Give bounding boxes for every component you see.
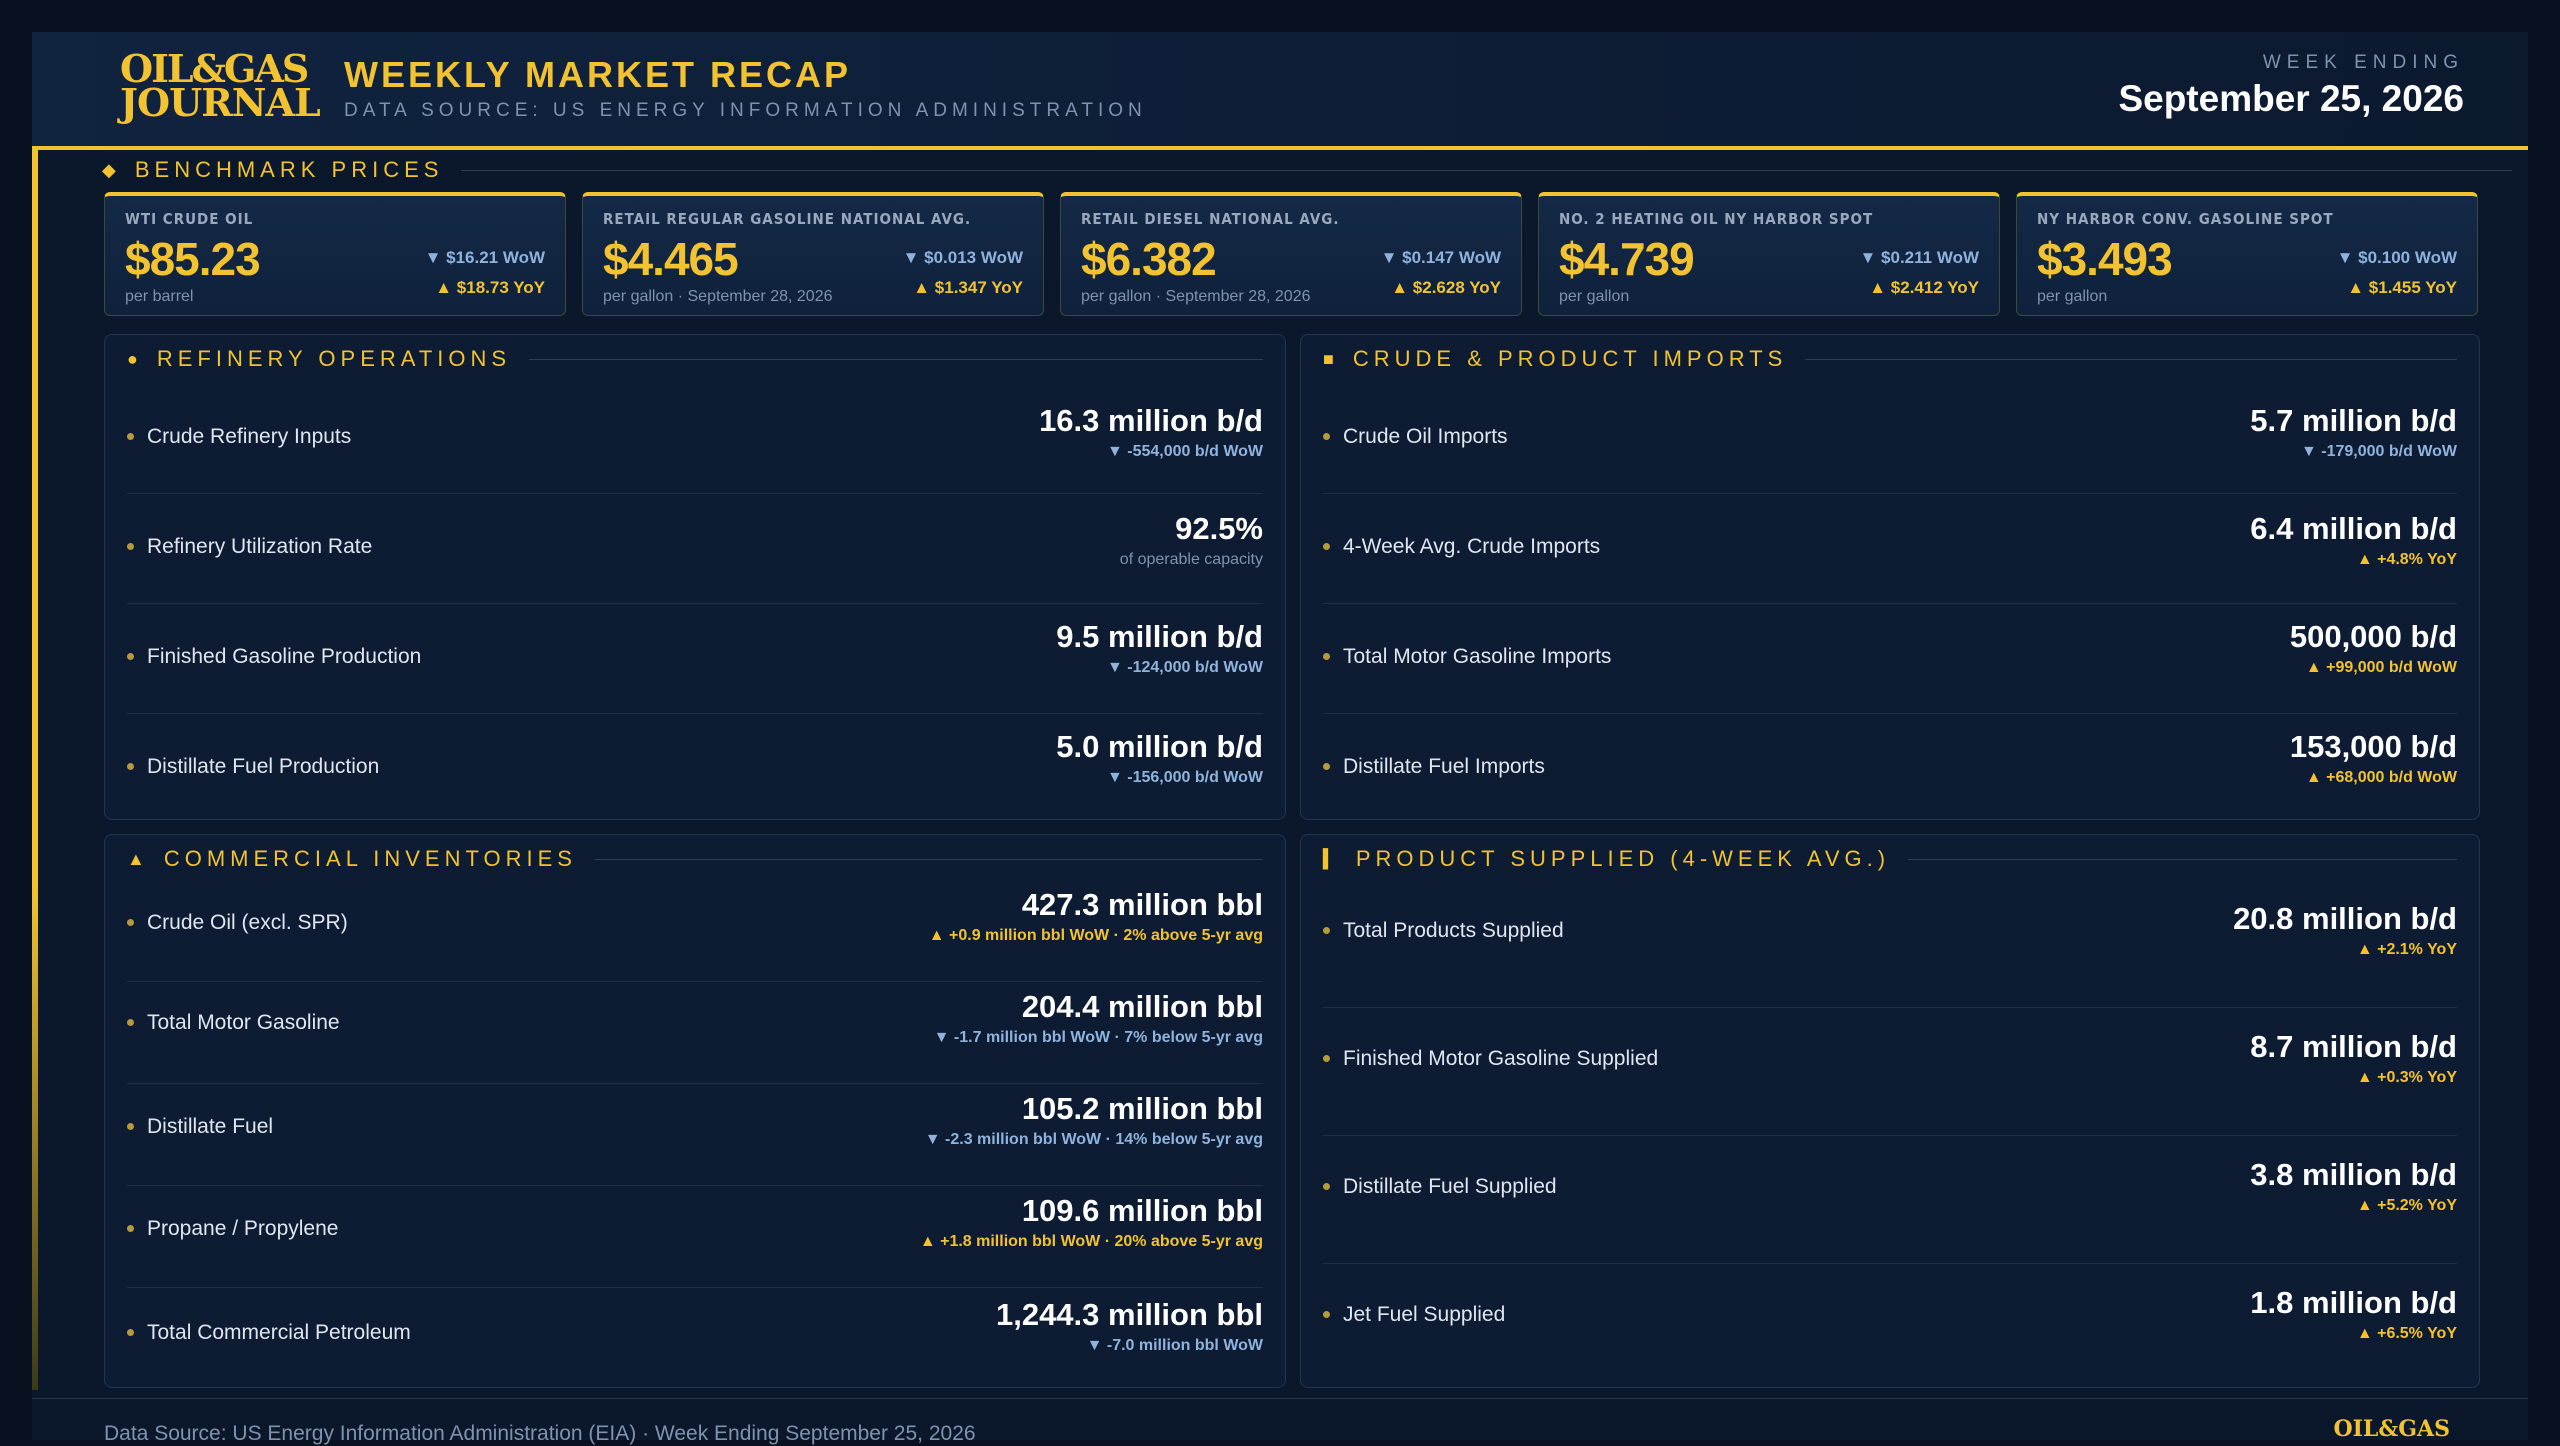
wow-change: ▼ $16.21 WoW [424, 248, 545, 267]
bar-icon: ▍ [1323, 848, 1342, 869]
list-item: Finished Motor Gasoline Supplied 8.7 mil… [1323, 1007, 2457, 1136]
divider [1805, 358, 2457, 360]
page-subtitle: DATA SOURCE: US ENERGY INFORMATION ADMIN… [344, 100, 1147, 121]
list-item: 4-Week Avg. Crude Imports 6.4 million b/… [1323, 493, 2457, 604]
list-item: Crude Oil Imports 5.7 million b/d ▼ -179… [1323, 385, 2457, 494]
divider [529, 358, 1263, 360]
header: OIL&GAS JOURNAL WEEKLY MARKET RECAP DATA… [32, 32, 2528, 150]
inventories-heading: ▲ COMMERCIAL INVENTORIES [127, 846, 1263, 871]
wow-change: ▼ $0.100 WoW [2336, 248, 2457, 267]
list-item: Total Motor Gasoline Imports 500,000 b/d… [1323, 603, 2457, 714]
list-item: Crude Refinery Inputs 16.3 million b/d ▼… [127, 385, 1263, 494]
supplied-panel: ▍ PRODUCT SUPPLIED (4-WEEK AVG.) Total P… [1300, 834, 2480, 1388]
refinery-panel: ● REFINERY OPERATIONS Crude Refinery Inp… [104, 334, 1286, 820]
square-icon: ■ [1323, 348, 1339, 369]
footer-source: Data Source: US Energy Information Admin… [104, 1422, 976, 1445]
price-value: $4.465 [603, 233, 739, 285]
imports-heading: ■ CRUDE & PRODUCT IMPORTS [1323, 346, 2457, 371]
list-item: Total Commercial Petroleum 1,244.3 milli… [127, 1287, 1263, 1387]
yoy-change: ▲ $1.347 YoY [913, 278, 1023, 297]
wow-change: ▼ $0.013 WoW [902, 248, 1023, 267]
divider [461, 169, 2512, 171]
price-card: NO. 2 HEATING OIL NY HARBOR SPOT $4.739 … [1538, 192, 2000, 316]
price-card: RETAIL DIESEL NATIONAL AVG. $6.382 per g… [1060, 192, 1522, 316]
imports-panel: ■ CRUDE & PRODUCT IMPORTS Crude Oil Impo… [1300, 334, 2480, 820]
list-item: Distillate Fuel Supplied 3.8 million b/d… [1323, 1135, 2457, 1264]
footer-divider [32, 1398, 2528, 1399]
diamond-icon: ◆ [102, 159, 121, 180]
week-ending-label: WEEK ENDING [2262, 52, 2464, 73]
list-item: Distillate Fuel Imports 153,000 b/d ▲ +6… [1323, 713, 2457, 819]
page-title: WEEKLY MARKET RECAP [344, 54, 852, 95]
wow-change: ▼ $0.211 WoW [1859, 248, 1980, 267]
list-item: Jet Fuel Supplied 1.8 million b/d ▲ +6.5… [1323, 1263, 2457, 1387]
divider [1908, 858, 2457, 860]
footer-logo: OIL&GAS [2333, 1416, 2450, 1442]
divider [594, 858, 1263, 860]
refinery-heading: ● REFINERY OPERATIONS [127, 346, 1263, 371]
price-card: NY HARBOR CONV. GASOLINE SPOT $3.493 per… [2016, 192, 2478, 316]
list-item: Crude Oil (excl. SPR) 427.3 million bbl … [127, 879, 1263, 982]
list-item: Propane / Propylene 109.6 million bbl ▲ … [127, 1185, 1263, 1288]
list-item: Finished Gasoline Production 9.5 million… [127, 603, 1263, 714]
benchmark-cards: WTI CRUDE OIL $85.23 per barrel ▼ $16.21… [104, 192, 2480, 318]
dashboard-frame: OIL&GAS JOURNAL WEEKLY MARKET RECAP DATA… [32, 32, 2528, 1445]
yoy-change: ▲ $2.628 YoY [1391, 278, 1501, 297]
week-ending-date: September 25, 2026 [2118, 78, 2464, 119]
yoy-change: ▲ $2.412 YoY [1869, 278, 1979, 297]
price-value: $3.493 [2037, 233, 2173, 285]
price-card: WTI CRUDE OIL $85.23 per barrel ▼ $16.21… [104, 192, 566, 316]
supplied-heading: ▍ PRODUCT SUPPLIED (4-WEEK AVG.) [1323, 846, 2457, 871]
price-card: RETAIL REGULAR GASOLINE NATIONAL AVG. $4… [582, 192, 1044, 316]
accent-bar [32, 146, 38, 1390]
inventories-panel: ▲ COMMERCIAL INVENTORIES Crude Oil (excl… [104, 834, 1286, 1388]
yoy-change: ▲ $18.73 YoY [435, 278, 545, 297]
triangle-icon: ▲ [127, 848, 150, 869]
list-item: Distillate Fuel Production 5.0 million b… [127, 713, 1263, 819]
brand-logo: OIL&GAS JOURNAL [120, 46, 321, 125]
price-value: $4.739 [1559, 233, 1695, 285]
list-item: Total Products Supplied 20.8 million b/d… [1323, 879, 2457, 1008]
list-item: Total Motor Gasoline 204.4 million bbl ▼… [127, 981, 1263, 1084]
circle-icon: ● [127, 348, 143, 369]
benchmark-heading: ◆ BENCHMARK PRICES [102, 157, 2512, 182]
list-item: Refinery Utilization Rate 92.5% of opera… [127, 493, 1263, 604]
yoy-change: ▲ $1.455 YoY [2347, 278, 2457, 297]
price-value: $6.382 [1081, 233, 1217, 285]
wow-change: ▼ $0.147 WoW [1380, 248, 1501, 267]
list-item: Distillate Fuel 105.2 million bbl ▼ -2.3… [127, 1083, 1263, 1186]
price-value: $85.23 [125, 233, 261, 285]
